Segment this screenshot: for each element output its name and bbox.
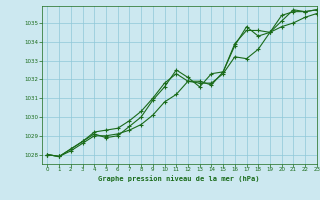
X-axis label: Graphe pression niveau de la mer (hPa): Graphe pression niveau de la mer (hPa): [99, 175, 260, 182]
